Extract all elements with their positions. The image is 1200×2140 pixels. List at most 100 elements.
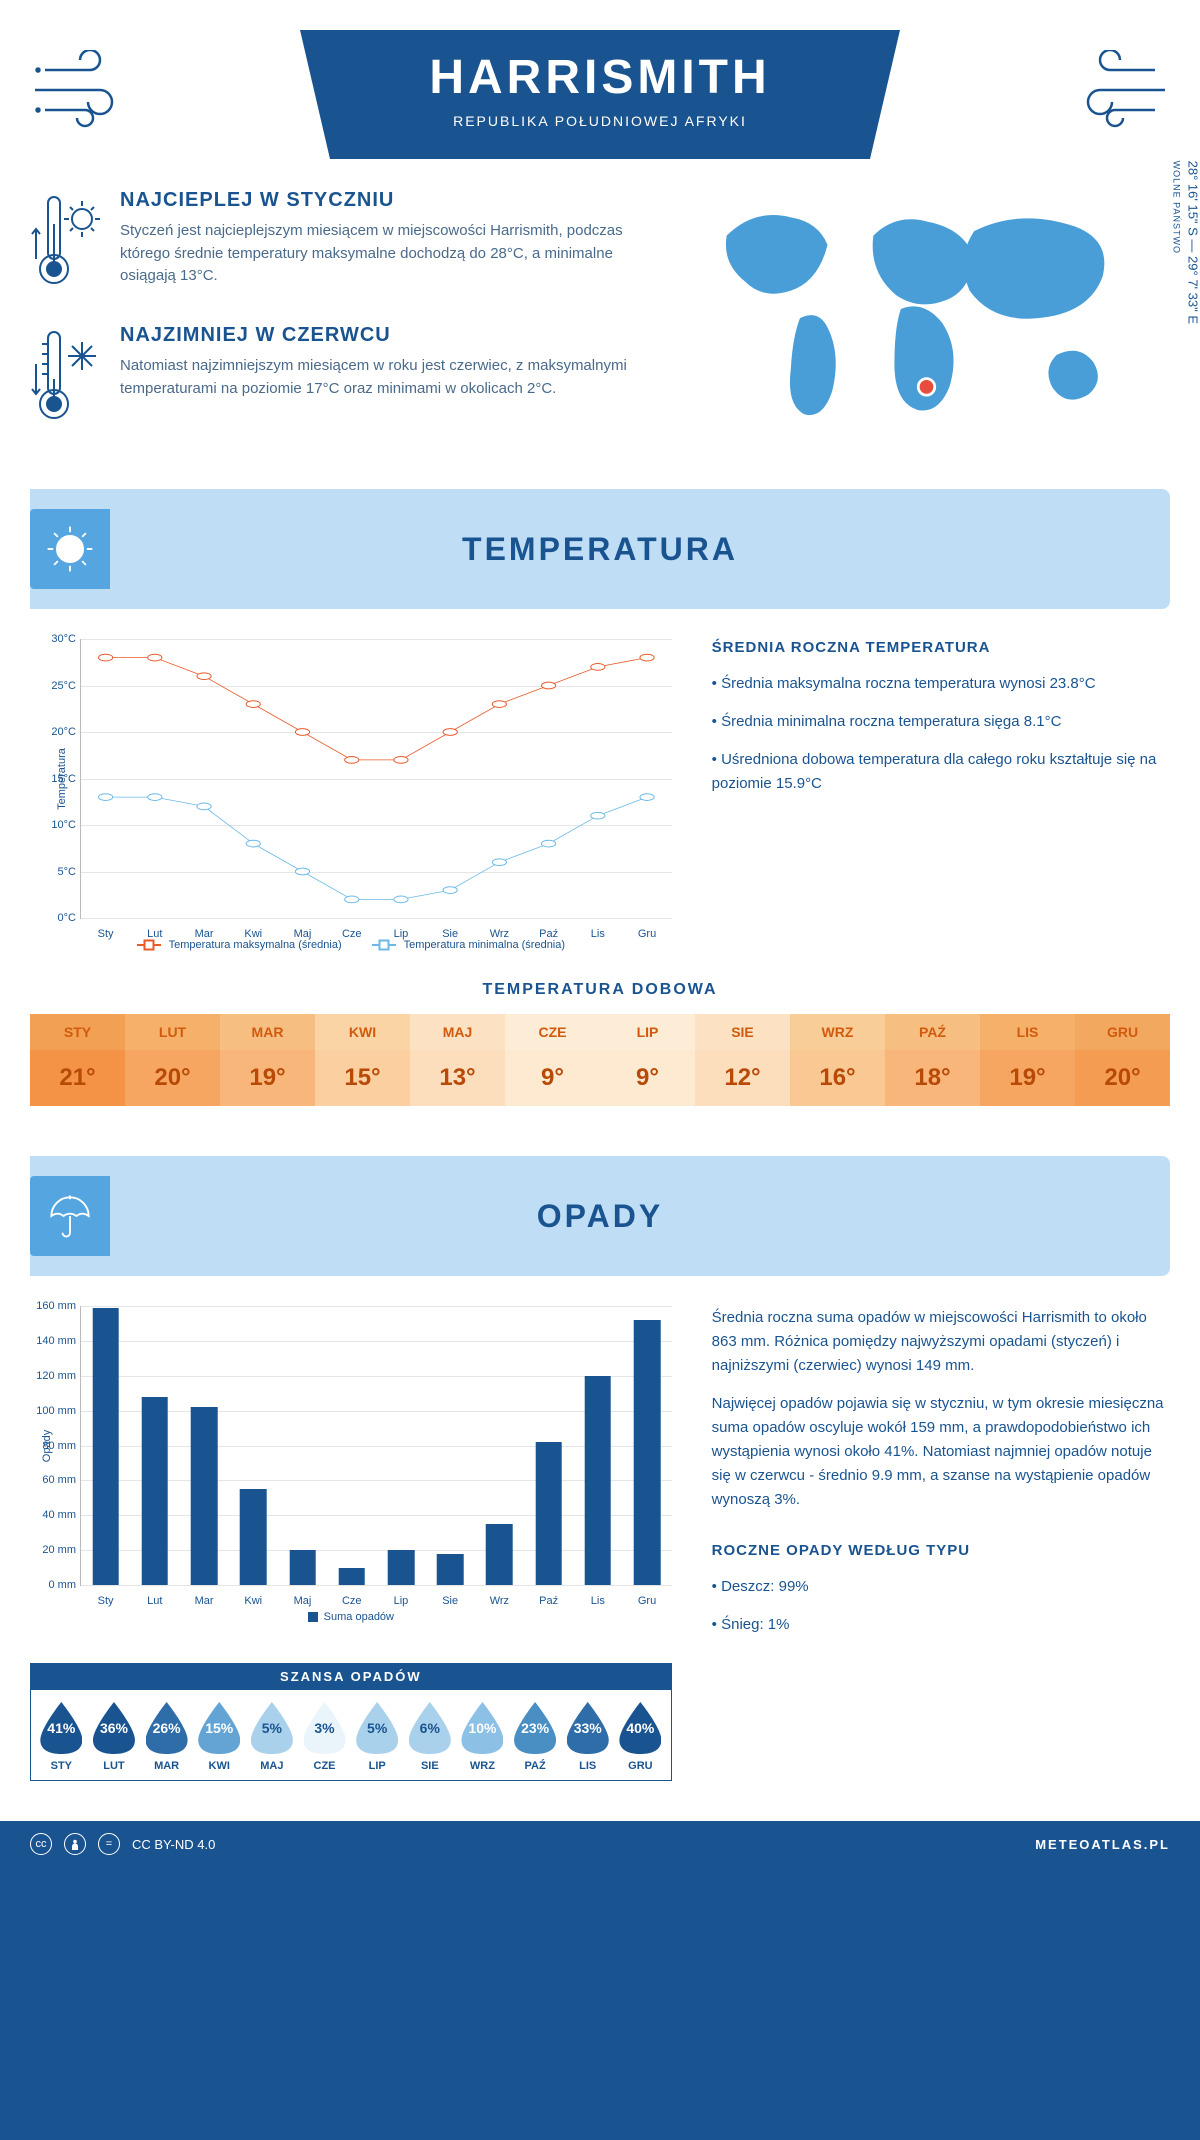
x-tick: Sie xyxy=(442,928,458,940)
x-tick: Lip xyxy=(394,928,409,940)
legend-min: Temperatura minimalna (średnia) xyxy=(372,939,565,951)
summary-texts: NAJCIEPLEJ W STYCZNIU Styczeń jest najci… xyxy=(30,189,650,459)
x-tick: Maj xyxy=(294,1595,312,1607)
x-tick: Wrz xyxy=(490,928,509,940)
temp-table-col: KWI15° xyxy=(315,1014,410,1106)
raindrop-icon: 15% xyxy=(198,1702,240,1754)
x-tick: Gru xyxy=(638,1595,656,1607)
cold-block: NAJZIMNIEJ W CZERWCU Natomiast najzimnie… xyxy=(30,324,650,429)
precip-type-item: • Deszcz: 99% xyxy=(712,1575,1170,1599)
drop-col: 40%GRU xyxy=(614,1702,667,1772)
y-tick: 5°C xyxy=(36,866,76,878)
bar xyxy=(585,1376,612,1585)
header: HARRISMITH REPUBLIKA POŁUDNIOWEJ AFRYKI xyxy=(30,30,1170,159)
page: HARRISMITH REPUBLIKA POŁUDNIOWEJ AFRYKI xyxy=(0,0,1200,1867)
x-tick: Sty xyxy=(98,928,114,940)
drop-month: LUT xyxy=(88,1760,141,1772)
temp-table-col: MAR19° xyxy=(220,1014,315,1106)
raindrop-icon: 26% xyxy=(146,1702,188,1754)
bar xyxy=(437,1554,464,1585)
y-tick: 20°C xyxy=(36,726,76,738)
x-tick: Sie xyxy=(442,1595,458,1607)
x-tick: Kwi xyxy=(244,928,262,940)
y-tick: 0°C xyxy=(36,912,76,924)
legend-min-label: Temperatura minimalna (średnia) xyxy=(404,939,565,951)
y-tick: 80 mm xyxy=(36,1440,76,1452)
temp-table-col: GRU20° xyxy=(1075,1014,1170,1106)
legend-max: Temperatura maksymalna (średnia) xyxy=(137,939,342,951)
y-tick: 40 mm xyxy=(36,1509,76,1521)
temp-info-bullet: • Uśredniona dobowa temperatura dla całe… xyxy=(712,748,1170,796)
drop-month: MAR xyxy=(140,1760,193,1772)
y-tick: 25°C xyxy=(36,680,76,692)
raindrop-icon: 5% xyxy=(251,1702,293,1754)
y-tick: 60 mm xyxy=(36,1474,76,1486)
hot-block: NAJCIEPLEJ W STYCZNIU Styczeń jest najci… xyxy=(30,189,650,294)
cold-title: NAJZIMNIEJ W CZERWCU xyxy=(120,324,650,347)
temp-section-header: TEMPERATURA xyxy=(30,489,1170,609)
temp-info-title: ŚREDNIA ROCZNA TEMPERATURA xyxy=(712,639,1170,656)
precip-chart-box: Opady 0 mm20 mm40 mm60 mm80 mm100 mm120 … xyxy=(30,1306,672,1781)
y-tick: 30°C xyxy=(36,633,76,645)
raindrop-icon: 36% xyxy=(93,1702,135,1754)
precip-legend-label: Suma opadów xyxy=(324,1611,394,1623)
temp-table-col: STY21° xyxy=(30,1014,125,1106)
temp-legend: Temperatura maksymalna (średnia) Tempera… xyxy=(30,939,672,951)
bar xyxy=(240,1489,267,1585)
drop-month: LIP xyxy=(351,1760,404,1772)
drop-col: 26% MAR xyxy=(140,1702,193,1772)
temp-info: ŚREDNIA ROCZNA TEMPERATURA • Średnia mak… xyxy=(712,639,1170,951)
temp-table-col: LUT20° xyxy=(125,1014,220,1106)
coords: 28° 16' 15" S — 29° 7' 33" E WOLNE PAŃST… xyxy=(1170,161,1200,324)
drop-month: SIE xyxy=(403,1760,456,1772)
nd-icon: = xyxy=(98,1833,120,1855)
cold-text: Natomiast najzimniejszym miesiącem w rok… xyxy=(120,355,650,400)
drop-month: MAJ xyxy=(246,1760,299,1772)
title-banner: HARRISMITH REPUBLIKA POŁUDNIOWEJ AFRYKI xyxy=(300,30,900,159)
bar xyxy=(289,1550,316,1585)
temp-table-col: WRZ16° xyxy=(790,1014,885,1106)
raindrop-icon: 3% xyxy=(304,1702,346,1754)
temp-table-col: MAJ13° xyxy=(410,1014,505,1106)
x-tick: Kwi xyxy=(244,1595,262,1607)
types-heading: ROCZNE OPADY WEDŁUG TYPU xyxy=(712,1542,1170,1559)
precip-type-item: • Śnieg: 1% xyxy=(712,1613,1170,1637)
x-tick: Paź xyxy=(539,928,558,940)
precip-chart-row: Opady 0 mm20 mm40 mm60 mm80 mm100 mm120 … xyxy=(30,1306,1170,1781)
temp-table-col: CZE9° xyxy=(505,1014,600,1106)
cc-icon: cc xyxy=(30,1833,52,1855)
precip-info: Średnia roczna suma opadów w miejscowośc… xyxy=(712,1306,1170,1781)
x-tick: Cze xyxy=(342,1595,362,1607)
y-tick: 15°C xyxy=(36,773,76,785)
x-tick: Sty xyxy=(98,1595,114,1607)
precip-info-para: Średnia roczna suma opadów w miejscowośc… xyxy=(712,1306,1170,1378)
drop-month: KWI xyxy=(193,1760,246,1772)
wind-icon xyxy=(30,50,130,130)
x-tick: Maj xyxy=(294,928,312,940)
coords-line: 28° 16' 15" S — 29° 7' 33" E xyxy=(1185,161,1200,324)
bar xyxy=(486,1524,513,1585)
legend-max-label: Temperatura maksymalna (średnia) xyxy=(169,939,342,951)
x-tick: Lis xyxy=(591,1595,605,1607)
precip-legend: Suma opadów xyxy=(30,1611,672,1623)
license-text: CC BY-ND 4.0 xyxy=(132,1837,215,1852)
bar xyxy=(142,1397,169,1585)
hot-title: NAJCIEPLEJ W STYCZNIU xyxy=(120,189,650,212)
temp-chart-row: Temperatura 0°C5°C10°C15°C20°C25°C30°CSt… xyxy=(30,639,1170,951)
drop-col: 3%CZE xyxy=(298,1702,351,1772)
temp-heading: TEMPERATURA xyxy=(130,531,1070,568)
drop-col: 5% MAJ xyxy=(246,1702,299,1772)
raindrop-icon: 10% xyxy=(461,1702,503,1754)
raindrop-icon: 5% xyxy=(356,1702,398,1754)
thermometer-snow-icon xyxy=(30,324,100,429)
raindrop-icon: 33% xyxy=(567,1702,609,1754)
x-tick: Mar xyxy=(195,1595,214,1607)
hot-text: Styczeń jest najcieplejszym miesiącem w … xyxy=(120,220,650,288)
drop-col: 23%PAŹ xyxy=(509,1702,562,1772)
daily-heading: TEMPERATURA DOBOWA xyxy=(30,981,1170,999)
raindrop-icon: 40% xyxy=(619,1702,661,1754)
drop-col: 33%LIS xyxy=(561,1702,614,1772)
drop-col: 6%SIE xyxy=(403,1702,456,1772)
x-tick: Wrz xyxy=(490,1595,509,1607)
precip-section-header: OPADY xyxy=(30,1156,1170,1276)
